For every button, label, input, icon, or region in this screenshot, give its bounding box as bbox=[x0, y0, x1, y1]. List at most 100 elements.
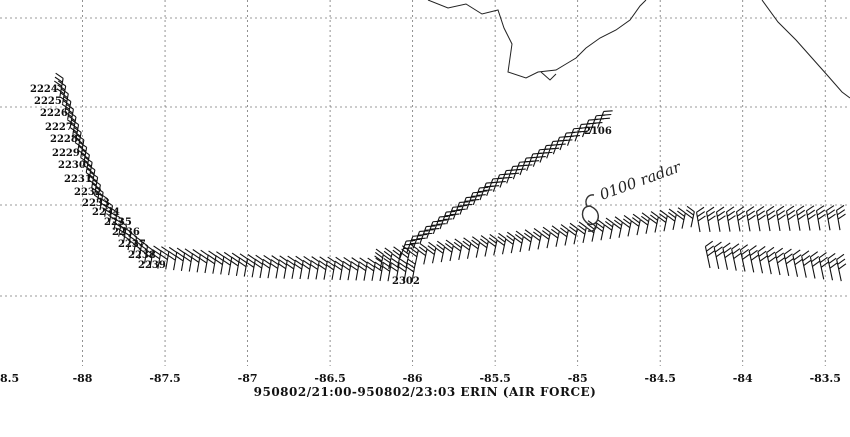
coastline bbox=[427, 0, 850, 99]
wind-barb bbox=[541, 226, 551, 249]
wind-barb bbox=[827, 252, 838, 281]
wind-barb bbox=[649, 211, 659, 233]
x-tick-label: -86.5 bbox=[314, 372, 345, 385]
wind-barb bbox=[755, 206, 766, 232]
wind-barb bbox=[757, 245, 768, 274]
wind-barb bbox=[801, 250, 812, 278]
wind-barb bbox=[559, 224, 569, 246]
wind-barb bbox=[253, 254, 264, 279]
wind-barb bbox=[640, 212, 650, 234]
wind-barb bbox=[715, 206, 726, 232]
track-time-label-east: 2106 bbox=[584, 126, 612, 137]
wind-barb bbox=[246, 254, 256, 278]
track-time-label: 2225 bbox=[34, 96, 62, 107]
wind-barb bbox=[775, 205, 786, 232]
wind-barb bbox=[731, 243, 742, 271]
lat-lon-grid bbox=[0, 0, 850, 366]
wind-barb bbox=[374, 248, 384, 271]
wind-barb bbox=[198, 249, 209, 274]
wind-barb bbox=[805, 205, 816, 231]
wind-barb bbox=[783, 248, 794, 276]
track-time-label: 2234 bbox=[92, 207, 120, 218]
wind-barb bbox=[143, 244, 154, 269]
wind-barb bbox=[505, 231, 516, 254]
wind-barb bbox=[479, 235, 489, 257]
wind-barb bbox=[461, 237, 472, 259]
wind-barb bbox=[426, 241, 437, 264]
wind-barb bbox=[613, 216, 623, 238]
track-time-label: 2236 bbox=[112, 227, 140, 238]
wind-barb bbox=[325, 256, 336, 280]
wind-barb bbox=[604, 217, 614, 240]
wind-barb bbox=[341, 256, 352, 281]
wind-barb bbox=[622, 215, 632, 237]
wind-barb bbox=[277, 255, 288, 279]
wind-barb bbox=[269, 255, 280, 279]
wind-barb bbox=[713, 241, 724, 269]
wind-barb bbox=[745, 206, 756, 232]
coastline-inlet bbox=[540, 71, 557, 81]
x-tick-label: -84 bbox=[733, 372, 753, 385]
wind-barb bbox=[774, 247, 786, 276]
x-tick-label: -87.5 bbox=[149, 372, 180, 385]
wind-barb bbox=[132, 235, 143, 260]
longitude-axis: -88 -87.5 -87 -86.5 -86 -85.5 -85 -84.5 -84 -83.5 bbox=[73, 372, 841, 385]
track-time-label: 2232 bbox=[74, 187, 102, 198]
wind-barb bbox=[748, 245, 759, 273]
wind-barb bbox=[825, 205, 836, 231]
wind-barb bbox=[383, 247, 393, 269]
wind-barb bbox=[159, 246, 170, 270]
track-time-label: 2224 bbox=[30, 84, 58, 95]
wind-barb bbox=[496, 232, 507, 255]
wind-barb bbox=[80, 149, 90, 173]
wind-barb bbox=[766, 246, 777, 275]
wind-barb bbox=[453, 238, 463, 260]
wind-barb bbox=[725, 206, 736, 232]
track-time-label: 2239 bbox=[138, 260, 166, 271]
track-time-label: 2231 bbox=[64, 174, 92, 185]
wind-barb bbox=[317, 256, 328, 280]
wind-barb bbox=[261, 254, 272, 279]
wind-barb bbox=[667, 208, 677, 231]
wind-barb bbox=[532, 148, 549, 167]
wind-barb bbox=[206, 250, 217, 274]
chart-caption: 950802/21:00-950802/23:03 ERIN (AIR FORC… bbox=[254, 385, 597, 399]
wind-barb bbox=[230, 252, 241, 276]
wind-barb bbox=[705, 206, 716, 232]
wind-barb bbox=[333, 256, 344, 281]
wind-barb bbox=[676, 207, 686, 229]
wind-barb bbox=[704, 240, 716, 269]
wind-barb bbox=[685, 205, 695, 228]
wind-barb bbox=[391, 246, 402, 268]
x-tick-label: -84.5 bbox=[645, 372, 676, 385]
wind-barb bbox=[309, 256, 320, 280]
wind-barb bbox=[285, 255, 296, 279]
wind-barb bbox=[550, 225, 560, 247]
wind-barb bbox=[214, 251, 225, 275]
wind-barb bbox=[818, 252, 829, 280]
track-time-label-center: 2302 bbox=[392, 276, 420, 287]
wind-barb bbox=[514, 230, 524, 253]
wind-barb bbox=[631, 213, 641, 236]
wind-barb bbox=[238, 253, 248, 277]
coastline-east bbox=[761, 0, 850, 99]
wind-barb bbox=[349, 257, 360, 281]
track-time-label: 2227 bbox=[45, 122, 73, 133]
track-time-label: 2235 bbox=[104, 217, 132, 228]
wind-barb bbox=[695, 206, 706, 233]
wind-barb bbox=[596, 110, 613, 129]
wind-barb bbox=[488, 233, 498, 256]
wind-barb bbox=[809, 251, 821, 279]
wind-barb bbox=[409, 244, 419, 266]
wind-barb bbox=[523, 229, 533, 251]
wind-barb bbox=[175, 247, 186, 271]
track-time-label: 2233 bbox=[82, 198, 110, 209]
wind-barb bbox=[222, 251, 233, 276]
wind-barb bbox=[836, 253, 847, 282]
wind-barb bbox=[722, 242, 733, 270]
track-time-label: 2226 bbox=[40, 108, 68, 119]
wind-barb bbox=[435, 240, 446, 263]
wind-barb bbox=[301, 255, 312, 280]
wind-barb bbox=[167, 246, 178, 271]
